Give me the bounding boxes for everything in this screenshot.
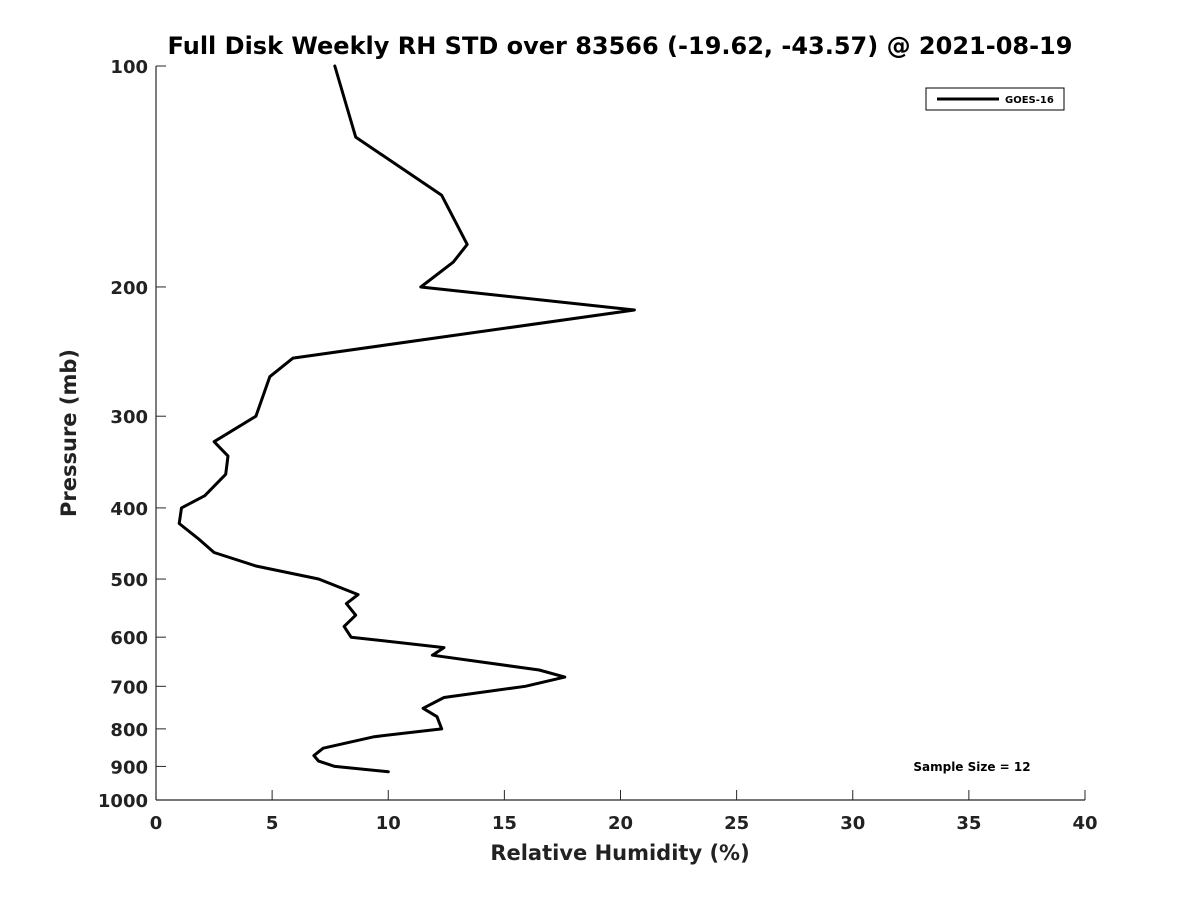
y-tick-label: 1000	[98, 791, 148, 812]
x-tick-label: 10	[376, 813, 401, 834]
y-tick-label: 500	[110, 570, 148, 591]
sample-size-annotation: Sample Size = 12	[913, 760, 1030, 774]
y-tick-label: 100	[110, 57, 148, 78]
y-axis-label: Pressure (mb)	[57, 349, 81, 517]
x-tick-label: 40	[1072, 813, 1097, 834]
y-tick-label: 800	[110, 720, 148, 741]
legend-label-goes-16: GOES-16	[1005, 95, 1054, 106]
y-tick-label: 400	[110, 499, 148, 520]
x-axis-ticks: 0 5 10 15 20 25 30 35 40	[150, 790, 1098, 834]
y-tick-label: 200	[110, 278, 148, 299]
series-line-goes-16	[179, 66, 634, 772]
y-tick-label: 700	[110, 677, 148, 698]
y-tick-label: 900	[110, 757, 148, 778]
y-tick-label: 600	[110, 628, 148, 649]
legend: GOES-16	[926, 88, 1064, 110]
x-tick-label: 20	[608, 813, 633, 834]
plot-axes	[156, 66, 1085, 800]
series-layer	[179, 66, 634, 772]
x-tick-label: 25	[724, 813, 749, 834]
x-tick-label: 5	[266, 813, 279, 834]
x-axis-label: Relative Humidity (%)	[490, 841, 749, 865]
x-tick-label: 15	[492, 813, 517, 834]
x-tick-label: 35	[956, 813, 981, 834]
y-tick-label: 300	[110, 407, 148, 428]
x-tick-label: 30	[840, 813, 865, 834]
chart-title: Full Disk Weekly RH STD over 83566 (-19.…	[168, 32, 1073, 60]
chart: Full Disk Weekly RH STD over 83566 (-19.…	[0, 0, 1200, 900]
x-tick-label: 0	[150, 813, 163, 834]
